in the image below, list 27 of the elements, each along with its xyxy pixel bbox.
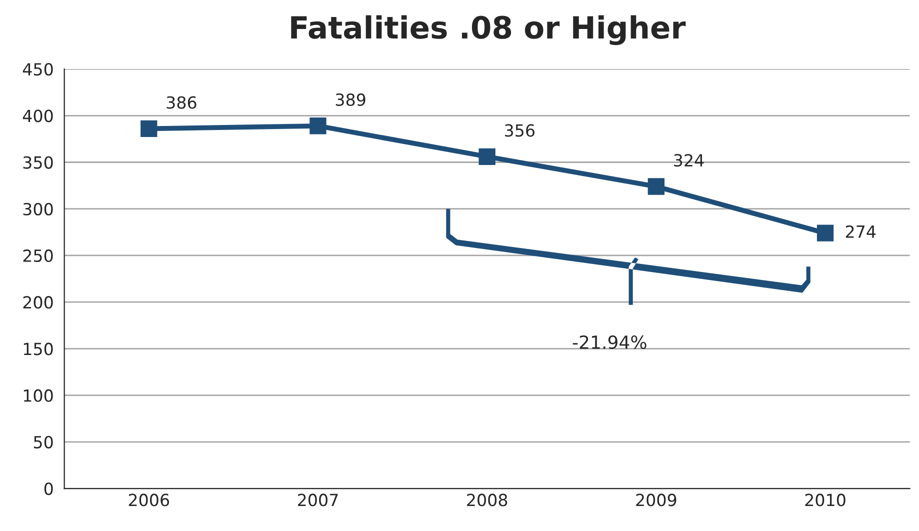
data-label: 356	[505, 124, 534, 137]
x-tick-label: 2009	[636, 494, 676, 506]
x-tick-label: 2006	[128, 494, 170, 506]
y-tick-label: 100	[24, 389, 53, 402]
y-tick-label: 250	[23, 249, 53, 262]
annotation: -21.94%	[572, 335, 646, 350]
point	[816, 224, 834, 242]
y-tick-label: 0	[44, 482, 53, 496]
x-tick-label: 2010	[805, 494, 846, 506]
x-tick-label: 2008	[467, 494, 508, 506]
data-label: 386	[166, 96, 196, 109]
point	[648, 178, 664, 195]
y-tick-label: 300	[23, 202, 53, 216]
point	[478, 148, 496, 165]
data-label: 324	[674, 154, 704, 167]
y-tick-label: 400	[22, 110, 53, 122]
point	[310, 118, 326, 134]
data-label: 274	[846, 225, 876, 238]
x-tick-label: 2007	[298, 494, 338, 506]
chart-title: Fatalities .08 or Higher	[291, 15, 686, 46]
y-tick-label: 350	[23, 156, 53, 169]
point	[140, 120, 158, 138]
data-label: 389	[336, 93, 366, 106]
y-tick-label: 450	[22, 62, 53, 76]
y-tick-label: 50	[34, 436, 53, 448]
y-tick-label: 150	[24, 342, 53, 356]
y-tick-label: 200	[23, 296, 53, 309]
